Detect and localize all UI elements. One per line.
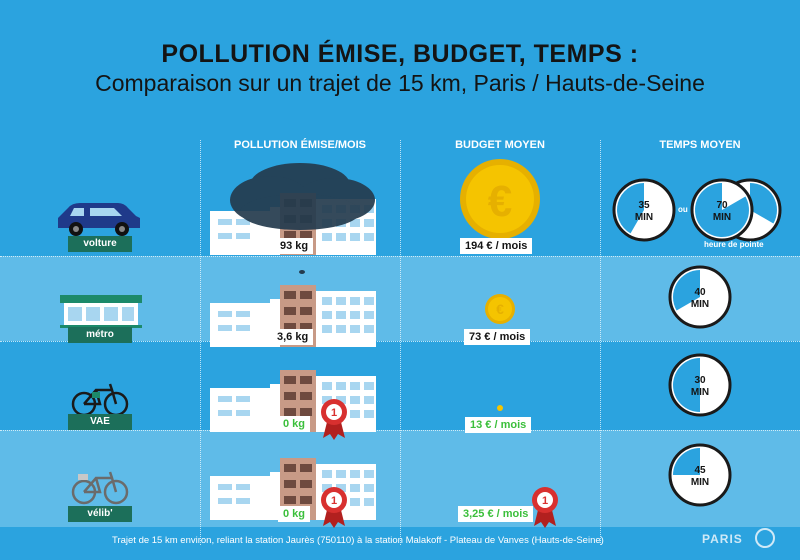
car-icon (58, 203, 140, 236)
budget-value-vae: 13 € / mois (465, 417, 532, 433)
header-time: TEMPS MOYEN (659, 139, 741, 151)
euro-coin-icon (497, 405, 503, 411)
header-pollution: POLLUTION ÉMISE/MOIS (233, 139, 366, 151)
svg-text:35: 35 (638, 200, 650, 211)
peak-hour-label: heure de pointe (704, 240, 764, 249)
pollution-cloud (230, 163, 375, 230)
column-divider (600, 140, 601, 545)
pollution-value-metro: 3,6 kg (272, 329, 314, 345)
mode-label-car: volture (68, 236, 132, 252)
mode-label-vae: VAE (68, 414, 132, 430)
pollution-value-car: 93 kg (275, 238, 314, 254)
paris-logo-icon (755, 528, 775, 548)
page-subtitle: Comparaison sur un trajet de 15 km, Pari… (95, 70, 705, 96)
svg-text:MIN: MIN (691, 387, 709, 398)
column-divider (200, 140, 201, 545)
svg-text:MIN: MIN (691, 299, 709, 310)
row-divider (0, 341, 800, 342)
pollution-value-vae: 0 kg (278, 416, 311, 432)
or-label: ou (678, 205, 688, 214)
svg-text:30: 30 (694, 375, 706, 386)
bike-icon (71, 471, 129, 505)
budget-value-metro: 73 € / mois (464, 329, 531, 345)
metro-icon (60, 295, 142, 328)
footer-note: Trajet de 15 km environ, reliant la stat… (112, 535, 604, 546)
budget-value-car: 194 € / mois (460, 238, 533, 254)
svg-text:MIN: MIN (635, 212, 653, 223)
page-title: POLLUTION ÉMISE, BUDGET, TEMPS : (161, 40, 639, 68)
svg-text:45: 45 (694, 465, 706, 476)
euro-coin-icon: € (460, 159, 540, 239)
mode-label-metro: métro (68, 327, 132, 343)
pollution-value-velib: 0 kg (278, 506, 311, 522)
euro-coin-icon: € (485, 294, 515, 324)
svg-text:40: 40 (694, 287, 706, 298)
svg-text:€: € (496, 301, 504, 317)
budget-value-velib: 3,25 € / mois (458, 506, 534, 522)
row-divider (0, 256, 800, 257)
row-divider (0, 430, 800, 431)
brand-label: PARIS (702, 532, 743, 546)
svg-text:€: € (488, 177, 512, 226)
mode-label-velib: vélib' (68, 506, 132, 522)
svg-text:MIN: MIN (691, 477, 709, 488)
svg-text:70: 70 (716, 200, 728, 211)
column-divider (400, 140, 401, 545)
ebike-icon (71, 383, 129, 417)
pollution-cloud (299, 270, 305, 274)
svg-text:MIN: MIN (713, 212, 731, 223)
header-budget: BUDGET MOYEN (455, 139, 545, 151)
